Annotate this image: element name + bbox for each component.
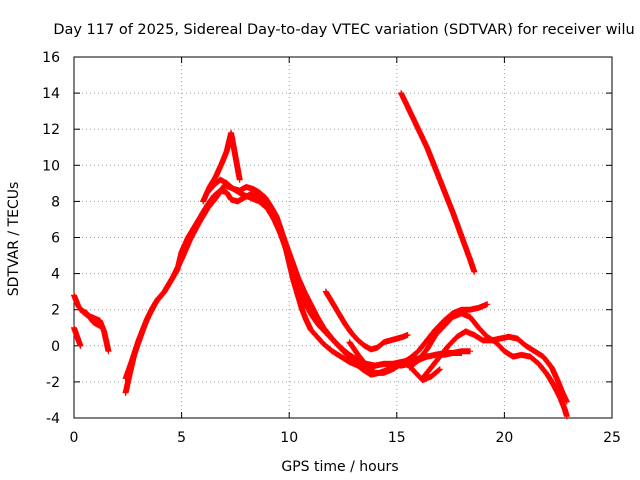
axis-ticks: 0 5 10 15 20 25 -4 -2 0 2 4 6 8 10 12 14 16 <box>42 50 621 446</box>
x-axis-label: GPS time / hours <box>281 459 398 475</box>
data-marks <box>71 90 570 420</box>
series-arc-03 <box>77 306 103 329</box>
series-arc-12 <box>398 90 478 275</box>
data-point-markers <box>71 292 112 355</box>
series-arc-11 <box>406 310 570 420</box>
x-tick-label: 15 <box>388 430 406 446</box>
y-tick-label: 2 <box>51 303 60 319</box>
y-tick-label: -2 <box>46 375 60 391</box>
y-tick-label: 0 <box>51 339 60 355</box>
y-tick-label: 4 <box>51 267 60 283</box>
data-point-markers <box>346 301 491 376</box>
y-tick-label: 14 <box>42 86 60 102</box>
chart-title: Day 117 of 2025, Sidereal Day-to-day VTE… <box>53 22 634 38</box>
data-point-markers <box>406 310 570 420</box>
series-arc-09 <box>346 301 491 376</box>
y-tick-label: 6 <box>51 231 60 247</box>
y-tick-label: -4 <box>46 411 60 427</box>
x-tick-label: 0 <box>70 430 79 446</box>
y-axis-label: SDTVAR / TECUs <box>6 182 22 297</box>
y-tick-label: 12 <box>42 122 60 138</box>
series-arc-08 <box>322 288 411 353</box>
x-tick-label: 25 <box>603 430 621 446</box>
data-point-markers <box>71 324 84 349</box>
series-arc-01 <box>71 292 112 355</box>
data-point-markers <box>122 182 443 384</box>
data-point-markers <box>322 288 411 353</box>
data-point-markers <box>77 306 103 329</box>
series-arc-05 <box>122 182 443 384</box>
x-tick-label: 5 <box>177 430 186 446</box>
series-arc-02 <box>71 324 84 349</box>
x-tick-label: 20 <box>495 430 513 446</box>
data-point-markers <box>398 90 478 275</box>
grid-lines <box>74 57 612 418</box>
y-tick-label: 8 <box>51 194 60 210</box>
y-tick-label: 10 <box>42 158 60 174</box>
y-tick-label: 16 <box>42 50 60 66</box>
x-tick-label: 10 <box>280 430 298 446</box>
